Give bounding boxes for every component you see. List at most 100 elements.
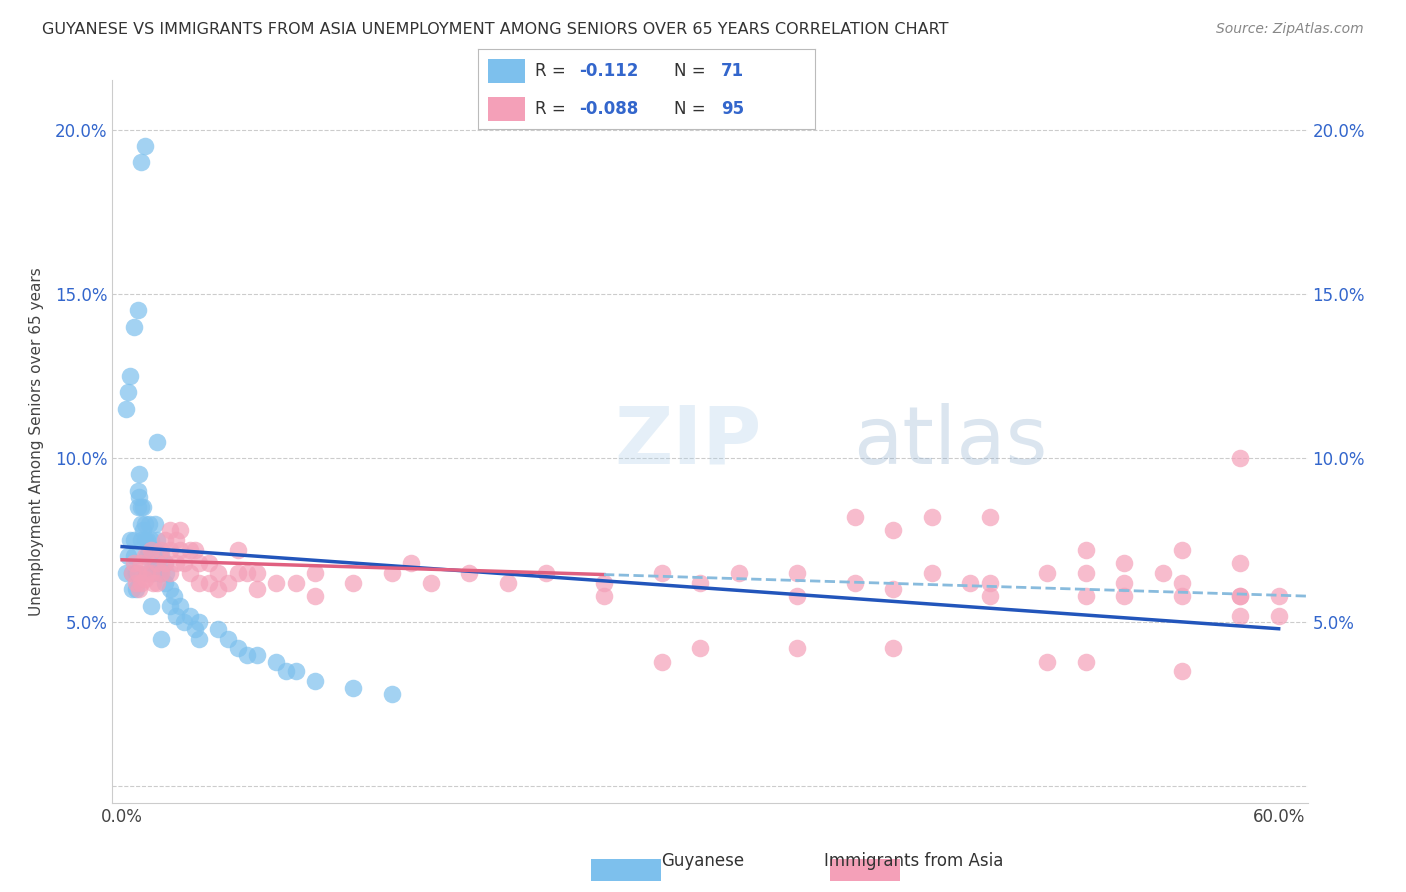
Point — [236, 566, 259, 580]
Point — [1036, 655, 1059, 669]
Point — [786, 589, 808, 603]
Point — [1229, 450, 1251, 465]
Point — [159, 599, 181, 613]
Point — [121, 582, 143, 597]
Point — [159, 542, 181, 557]
Point — [198, 556, 221, 570]
Point — [179, 608, 201, 623]
Point — [786, 566, 808, 580]
Point — [153, 556, 176, 570]
Point — [134, 573, 156, 587]
Point — [882, 641, 904, 656]
Point — [1152, 566, 1174, 580]
Text: N =: N = — [673, 100, 710, 119]
Point — [1074, 589, 1097, 603]
Point — [304, 566, 326, 580]
Point — [496, 575, 519, 590]
Point — [146, 556, 169, 570]
Point — [128, 491, 150, 505]
Point — [122, 533, 145, 547]
Point — [142, 566, 165, 580]
Point — [284, 665, 307, 679]
Point — [1036, 566, 1059, 580]
Point — [1267, 608, 1289, 623]
Point — [134, 516, 156, 531]
Point — [173, 556, 195, 570]
Point — [127, 500, 149, 515]
Point — [131, 155, 153, 169]
Point — [207, 582, 229, 597]
Point — [127, 566, 149, 580]
Point — [304, 589, 326, 603]
Point — [184, 542, 207, 557]
Point — [122, 556, 145, 570]
Point — [148, 566, 170, 580]
Point — [149, 549, 172, 564]
Point — [169, 523, 191, 537]
Point — [149, 566, 172, 580]
Point — [165, 556, 187, 570]
Point — [143, 542, 166, 557]
Point — [118, 533, 141, 547]
Text: GUYANESE VS IMMIGRANTS FROM ASIA UNEMPLOYMENT AMONG SENIORS OVER 65 YEARS CORREL: GUYANESE VS IMMIGRANTS FROM ASIA UNEMPLO… — [42, 22, 949, 37]
Point — [226, 542, 249, 557]
Point — [134, 533, 156, 547]
Text: Source: ZipAtlas.com: Source: ZipAtlas.com — [1216, 22, 1364, 37]
Point — [401, 556, 423, 570]
Point — [136, 533, 159, 547]
Text: Guyanese: Guyanese — [661, 852, 745, 870]
Point — [1074, 566, 1097, 580]
Point — [118, 368, 141, 383]
Point — [979, 575, 1001, 590]
Point — [169, 599, 191, 613]
Point — [217, 632, 239, 646]
Point — [139, 533, 162, 547]
Point — [131, 556, 153, 570]
Point — [146, 575, 169, 590]
Point — [138, 516, 160, 531]
Point — [115, 401, 138, 416]
Text: N =: N = — [673, 62, 710, 79]
Point — [153, 556, 176, 570]
Point — [117, 549, 139, 564]
Point — [122, 549, 145, 564]
Point — [593, 575, 616, 590]
Point — [786, 641, 808, 656]
Point — [139, 566, 162, 580]
Point — [1114, 556, 1136, 570]
Point — [146, 556, 169, 570]
Point — [1074, 542, 1097, 557]
Point — [184, 622, 207, 636]
Point — [165, 608, 187, 623]
Point — [342, 681, 364, 695]
Text: 71: 71 — [721, 62, 744, 79]
Point — [419, 575, 441, 590]
Point — [115, 566, 138, 580]
Point — [179, 566, 201, 580]
Point — [198, 575, 221, 590]
Point — [188, 615, 211, 630]
Point — [921, 566, 943, 580]
Point — [165, 533, 187, 547]
Point — [304, 674, 326, 689]
Point — [1114, 575, 1136, 590]
Point — [651, 566, 673, 580]
Point — [236, 648, 259, 662]
Point — [131, 533, 153, 547]
Point — [136, 566, 159, 580]
Point — [132, 500, 155, 515]
Text: ZIP: ZIP — [614, 402, 762, 481]
Point — [217, 575, 239, 590]
Text: atlas: atlas — [853, 402, 1047, 481]
Text: R =: R = — [536, 62, 571, 79]
Point — [139, 549, 162, 564]
Point — [1229, 608, 1251, 623]
Bar — [488, 59, 526, 83]
Point — [844, 575, 866, 590]
Point — [159, 582, 181, 597]
Point — [142, 549, 165, 564]
Point — [173, 615, 195, 630]
Point — [155, 566, 177, 580]
Point — [979, 589, 1001, 603]
Point — [381, 687, 404, 701]
